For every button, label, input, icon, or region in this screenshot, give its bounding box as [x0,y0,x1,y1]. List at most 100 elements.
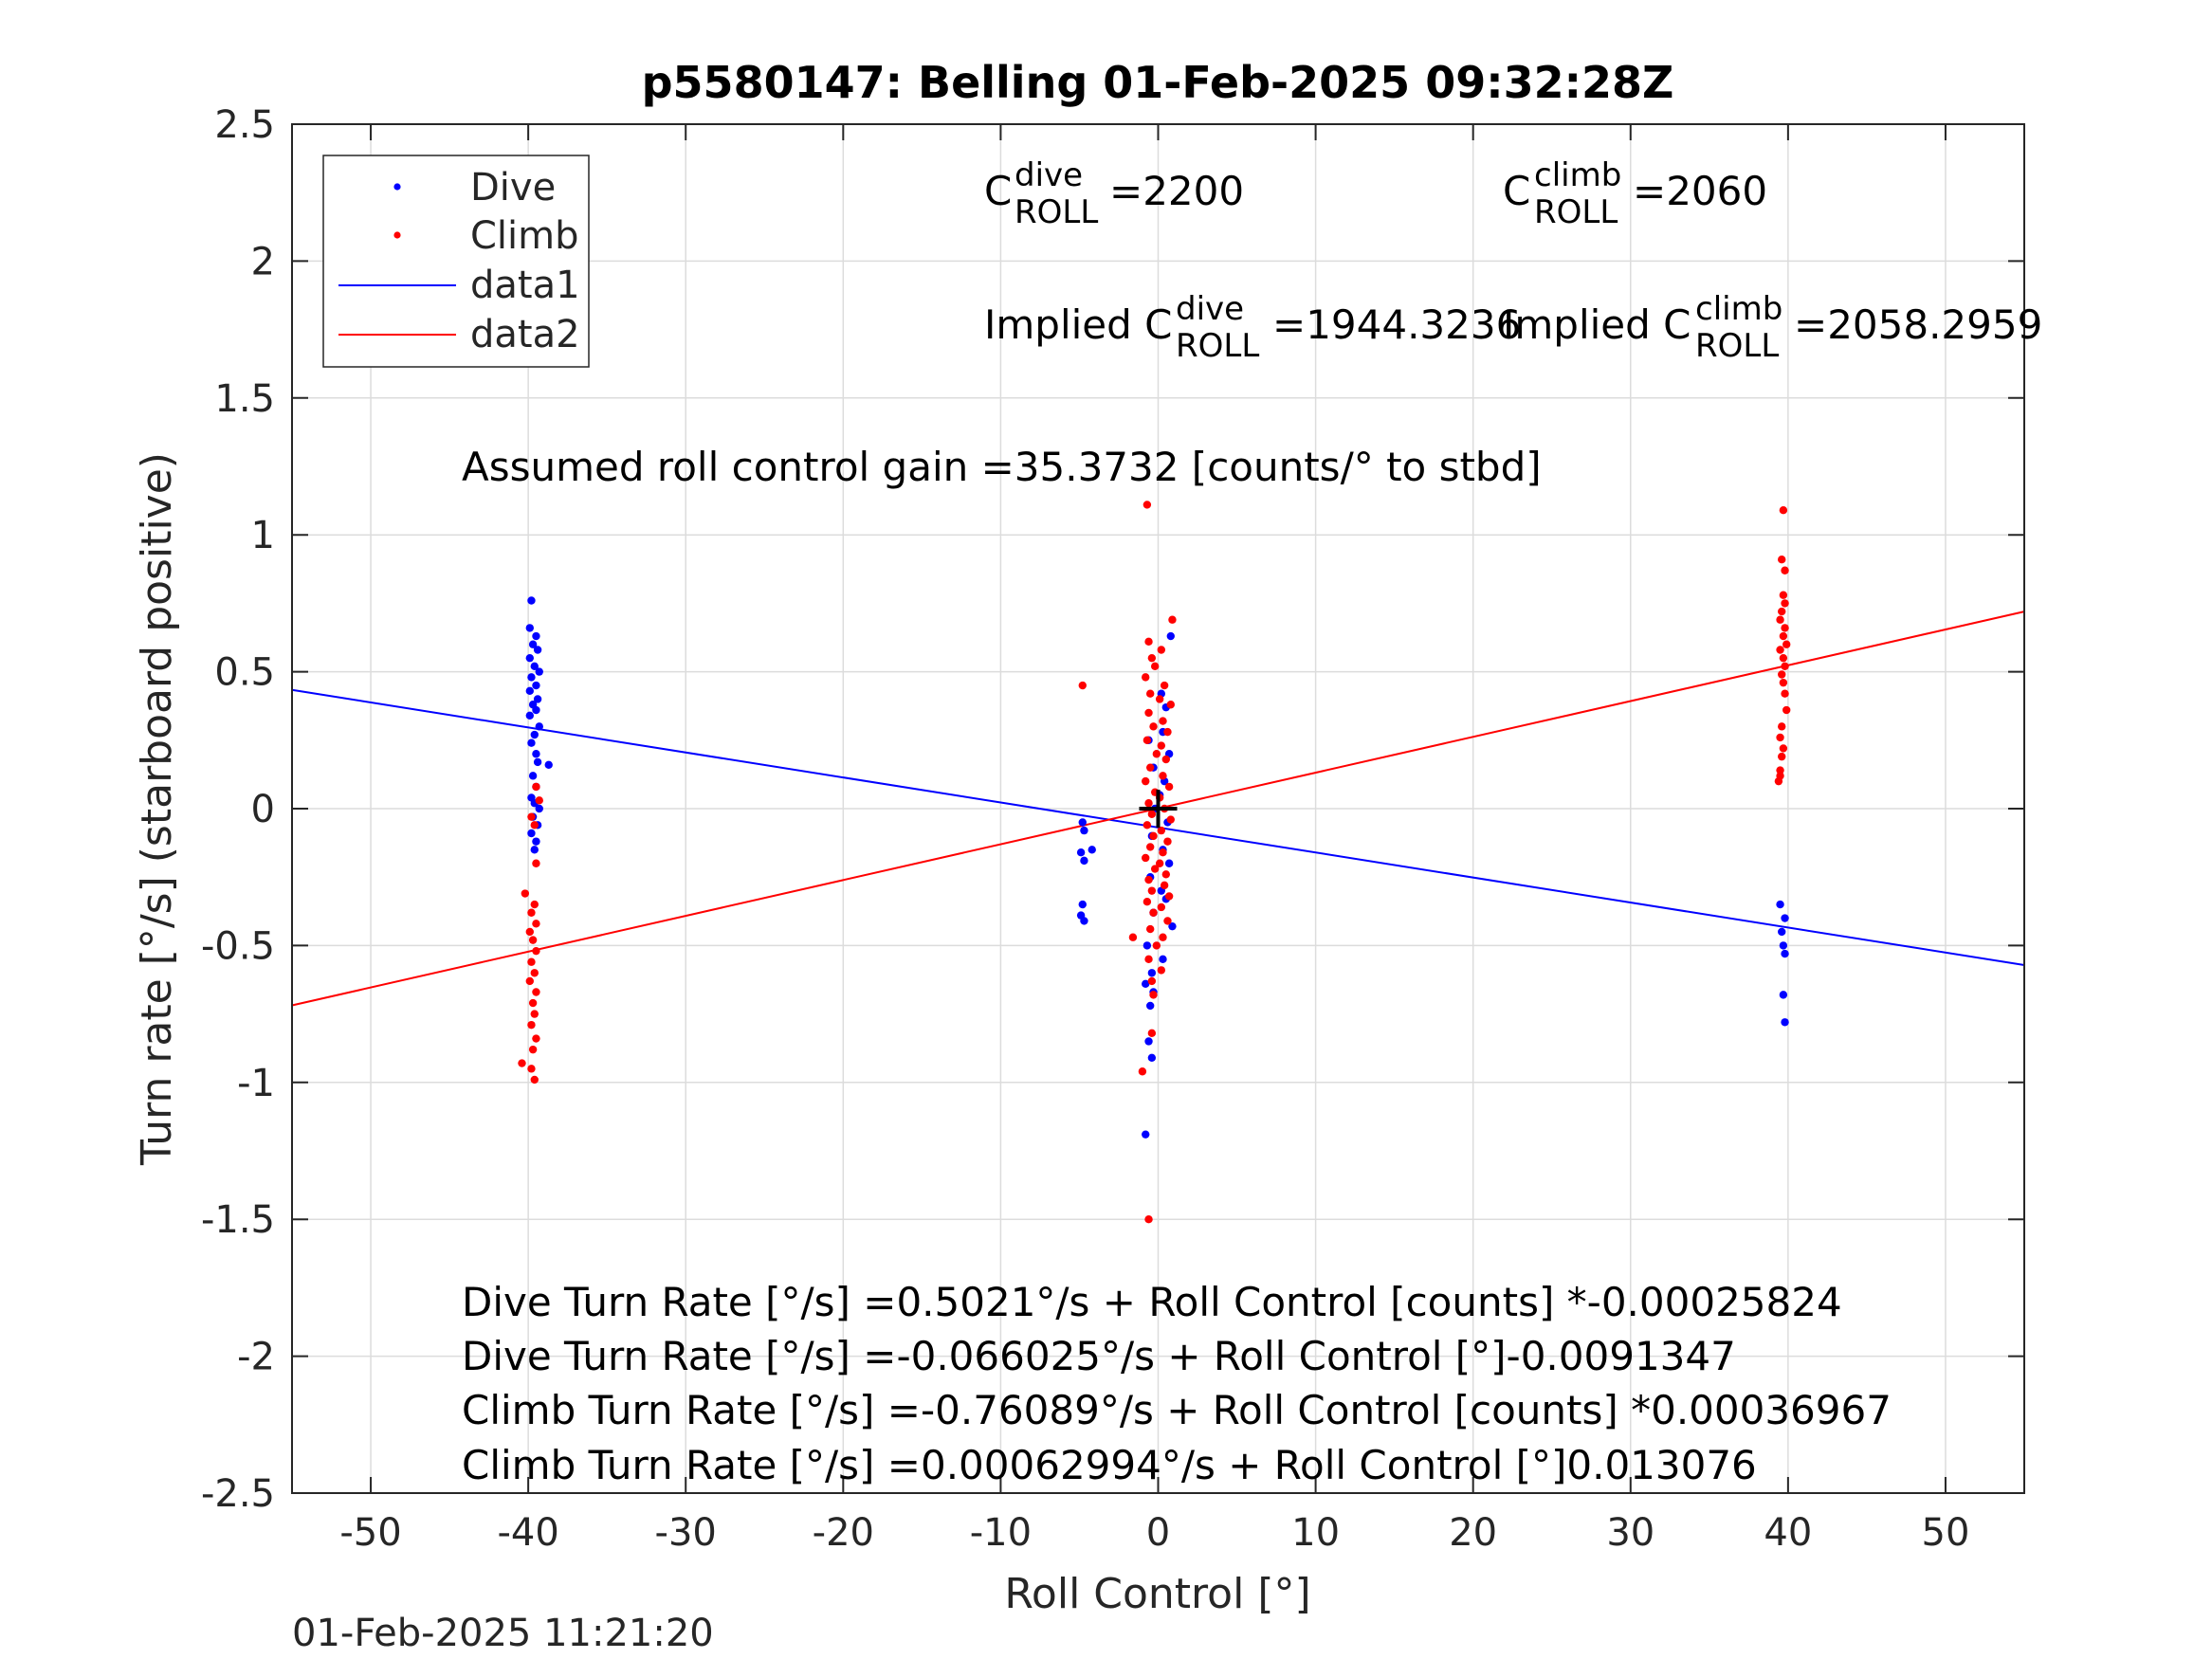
legend-data2-label: data2 [470,313,580,356]
climb-point [1147,886,1157,895]
climb-point [1145,689,1155,698]
dive-point [1080,856,1088,866]
climb-point [1150,662,1160,671]
climb-point [1781,689,1789,698]
climb-point [527,1020,536,1030]
climb-point [1157,646,1166,654]
climb-point [1168,615,1177,624]
climb-point [1779,631,1788,641]
footer-timestamp: 01-Feb-2025 11:21:20 [292,1612,714,1655]
dive-point [1168,921,1177,931]
climb-point [1149,991,1158,999]
x-tick-label: 30 [1606,1511,1654,1555]
dive-point [1080,917,1088,925]
climb-point [1778,752,1786,761]
dive-point [535,804,543,813]
climb-point [1157,966,1166,975]
dive-point [530,846,539,854]
climb-points [518,501,1791,1224]
y-tick-label: 1 [251,514,275,557]
x-tick-label: -40 [497,1511,558,1555]
climb-point [1779,744,1788,753]
climb-point [1159,848,1167,857]
legend: Dive Climb data1 data2 [322,155,590,368]
dive-point [533,695,542,703]
climb-point [1138,1067,1147,1076]
dive-point [1076,848,1086,857]
dive-point [1143,941,1152,950]
gain-annotation: Assumed roll control gain =35.3732 [coun… [462,444,1542,490]
climb-point [1157,741,1166,750]
dive-point [532,750,540,758]
climb-point [1155,695,1164,703]
x-tick-label: -20 [813,1511,874,1555]
climb-point [528,1045,538,1054]
dive-point [535,667,543,676]
climb-point [1144,1215,1153,1224]
y-tick-label: -0.5 [201,924,275,968]
climb-point [1160,881,1169,890]
climb-point [525,976,534,986]
climb-point [1778,607,1786,616]
dive-point [1147,969,1157,977]
equation-climb-counts: Climb Turn Rate [°/s] =-0.76089°/s + Rol… [462,1387,1892,1433]
dive-point [525,686,534,696]
y-tick-label: -1.5 [201,1198,275,1242]
climb-point [1161,755,1171,764]
dive-point [1776,900,1784,909]
dive-point [525,653,534,663]
x-tick-label: -30 [655,1511,717,1555]
x-tick-label: 10 [1291,1511,1340,1555]
climb-point [1781,624,1789,632]
climb-point [1164,782,1174,792]
climb-point [1128,933,1138,941]
c-climb-subscript: ROLL [1534,193,1618,231]
climb-point [1149,722,1158,731]
dive-point [1166,631,1175,641]
climb-point [1159,933,1167,941]
c-dive-superscript: dive [1015,156,1083,194]
climb-point [530,1010,539,1018]
dive-point [1779,941,1788,950]
dive-point [1164,859,1174,867]
climb-point [532,859,540,867]
implied-climb-prefix: Implied C [1503,301,1691,348]
climb-point [1779,506,1788,515]
x-tick-label: -50 [339,1511,401,1555]
c-climb-annotation: C climb ROLL =2060 [1503,156,1767,231]
dive-point [532,681,540,690]
climb-point [532,946,540,956]
climb-point [1163,917,1172,925]
implied-dive-superscript: dive [1176,290,1244,328]
climb-point [532,782,540,792]
legend-data1-label: data1 [470,264,580,307]
chart-title: p5580147: Belling 01-Feb-2025 09:32:28Z [642,57,1674,108]
dive-point [527,738,536,747]
dive-point [528,772,538,780]
y-tick-label: 2.5 [214,103,275,147]
climb-point [1149,831,1158,841]
climb-point [1143,501,1152,509]
equation-dive-degrees: Dive Turn Rate [°/s] =-0.066025°/s + Rol… [462,1333,1736,1379]
dive-point [530,662,539,671]
climb-point [1776,733,1784,742]
climb-point [1150,865,1160,873]
climb-point [1778,555,1786,564]
implied-climb-superscript: climb [1695,290,1782,328]
dive-point [530,730,539,739]
equation-climb-degrees: Climb Turn Rate [°/s] =0.00062994°/s + R… [462,1442,1757,1488]
y-tick-label: 0.5 [214,651,275,695]
dive-point [528,640,538,648]
climb-point [1155,859,1164,867]
dive-point [1159,955,1167,964]
climb-point [1164,892,1174,901]
climb-point [528,998,538,1008]
climb-point [1144,875,1153,884]
c-dive-symbol: C [984,168,1012,214]
climb-point [1157,902,1166,912]
climb-point [1152,941,1161,950]
c-dive-subscript: ROLL [1015,193,1098,231]
climb-point [1147,653,1157,663]
implied-dive-subscript: ROLL [1176,327,1259,365]
